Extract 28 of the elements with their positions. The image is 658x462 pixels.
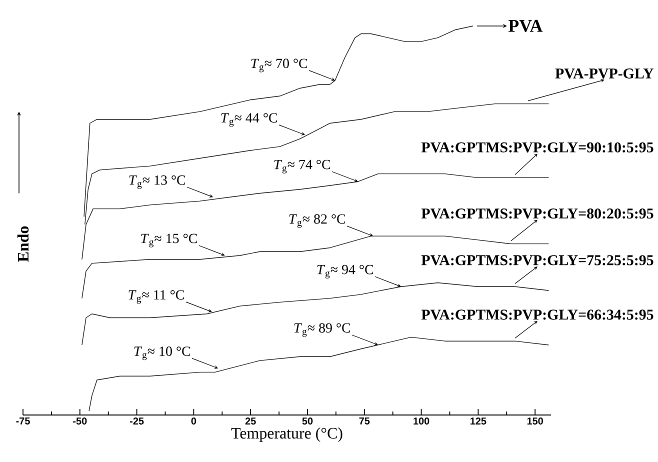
- annotation: T$_{g}$≈ 94 °C: [317, 264, 374, 278]
- x-tick-label: 75: [359, 418, 370, 424]
- series-label: PVA:GPTMS:PVP:GLY=90:10:5:95: [421, 142, 654, 152]
- y-axis-title: Endo: [17, 226, 29, 262]
- annotation: T$_{g}$≈ 74 °C: [274, 160, 330, 174]
- x-tick-label: 125: [470, 418, 486, 425]
- annotation: T$_{g}$≈ 89 °C: [294, 323, 350, 337]
- annotation: T$_{g}$≈ 82 °C: [289, 214, 346, 228]
- series-label: PVA:GPTMS:PVP:GLY=80:20:5:95: [421, 208, 654, 219]
- annotation: T$_{g}$≈ 13 °C: [129, 175, 186, 189]
- annotation: T$_{g}$≈ 11 °C: [128, 290, 184, 304]
- x-tick-label: 50: [302, 418, 313, 425]
- x-tick-label: -75: [16, 418, 30, 424]
- x-tick-label: 100: [414, 418, 430, 425]
- series-label: PVA:GPTMS:PVP:GLY=66:34:5:95: [421, 310, 654, 320]
- annotation: T$_{g}$≈ 10 °C: [134, 346, 190, 360]
- series-label: PVA-PVP-GLY: [555, 68, 654, 79]
- series-label: PVA:GPTMS:PVP:GLY=75:25:5:95: [421, 255, 654, 266]
- legend-label: PVA: [508, 20, 543, 32]
- x-tick-label: -25: [130, 418, 144, 425]
- x-tick-label: -50: [73, 418, 87, 425]
- x-tick-label: 150: [527, 418, 543, 425]
- annotation: T$_{g}$≈ 15 °C: [141, 234, 197, 248]
- x-axis-title: Temperature (°C): [231, 427, 342, 442]
- annotation: T$_{g}$≈ 44 °C: [221, 113, 278, 127]
- annotation: T$_{g}$≈ 70 °C: [251, 58, 308, 72]
- x-tick-label: 0: [191, 418, 196, 425]
- x-tick-label: 25: [245, 418, 256, 425]
